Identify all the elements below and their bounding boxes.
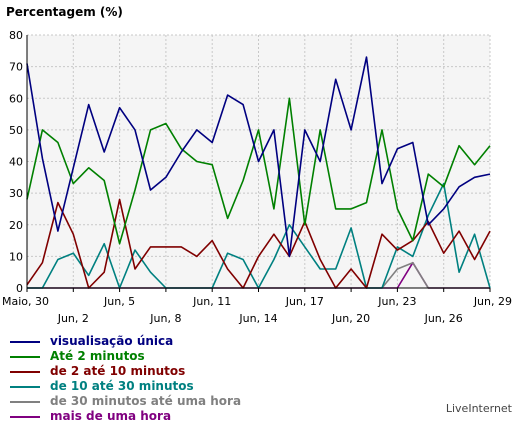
y-tick-label: 20 xyxy=(9,219,23,232)
x-tick-label: Jun, 8 xyxy=(149,312,181,325)
legend-label: de 30 minutos até uma hora xyxy=(50,394,242,408)
y-tick-label: 60 xyxy=(9,92,23,105)
legend-item-2-ate-10-minutos: de 2 até 10 minutos xyxy=(6,364,241,379)
legend: visualisação única Até 2 minutos de 2 at… xyxy=(6,334,241,424)
x-tick-label: Jun, 5 xyxy=(103,295,135,308)
x-ticks: Maio, 30 Jun, 5 Jun, 11 Jun, 17 Jun, 23 Jun, … xyxy=(2,288,512,325)
x-tick-label: Maio, 30 xyxy=(2,295,49,308)
legend-swatch xyxy=(10,341,40,343)
y-tick-label: 70 xyxy=(9,61,23,74)
y-tick-label: 0 xyxy=(16,282,23,295)
y-tick-label: 10 xyxy=(9,250,23,263)
legend-item-ate-2-minutos: Até 2 minutos xyxy=(6,349,241,364)
legend-label: de 2 até 10 minutos xyxy=(50,364,186,378)
legend-swatch xyxy=(10,416,40,418)
x-tick-label: Jun, 26 xyxy=(424,312,463,325)
legend-label: visualisação única xyxy=(50,334,174,348)
x-tick-label: Jun, 17 xyxy=(285,295,324,308)
legend-item-30-minutos-ate-uma-hora: de 30 minutos até uma hora xyxy=(6,394,241,409)
y-tick-label: 80 xyxy=(9,29,23,42)
x-tick-label: Jun, 29 xyxy=(473,295,512,308)
legend-label: Até 2 minutos xyxy=(50,349,145,363)
chart-canvas: Percentagem (%) 0 10 20 30 40 50 60 70 80 Maio, … xyxy=(2,5,512,325)
y-ticks: 0 10 20 30 40 50 60 70 80 xyxy=(9,29,23,295)
x-tick-label: Jun, 11 xyxy=(192,295,231,308)
legend-item-10-ate-30-minutos: de 10 até 30 minutos xyxy=(6,379,241,394)
legend-item-mais-de-uma-hora: mais de uma hora xyxy=(6,409,241,424)
y-tick-label: 40 xyxy=(9,156,23,169)
legend-swatch xyxy=(10,356,40,358)
x-tick-label: Jun, 14 xyxy=(238,312,277,325)
legend-label: mais de uma hora xyxy=(50,409,172,423)
x-tick-label: Jun, 2 xyxy=(57,312,89,325)
legend-item-visualizacao-unica: visualisação única xyxy=(6,334,241,349)
legend-swatch xyxy=(10,401,40,403)
y-tick-label: 30 xyxy=(9,187,23,200)
legend-swatch xyxy=(10,386,40,388)
y-tick-label: 50 xyxy=(9,124,23,137)
x-tick-label: Jun, 20 xyxy=(331,312,370,325)
grid xyxy=(27,34,491,288)
brand-label: LiveInternet xyxy=(445,402,512,415)
legend-label: de 10 até 30 minutos xyxy=(50,379,194,393)
series-line xyxy=(26,56,491,258)
chart-title: Percentagem (%) xyxy=(6,5,123,19)
x-tick-label: Jun, 23 xyxy=(377,295,416,308)
legend-swatch xyxy=(10,371,40,373)
series-line xyxy=(26,97,491,245)
